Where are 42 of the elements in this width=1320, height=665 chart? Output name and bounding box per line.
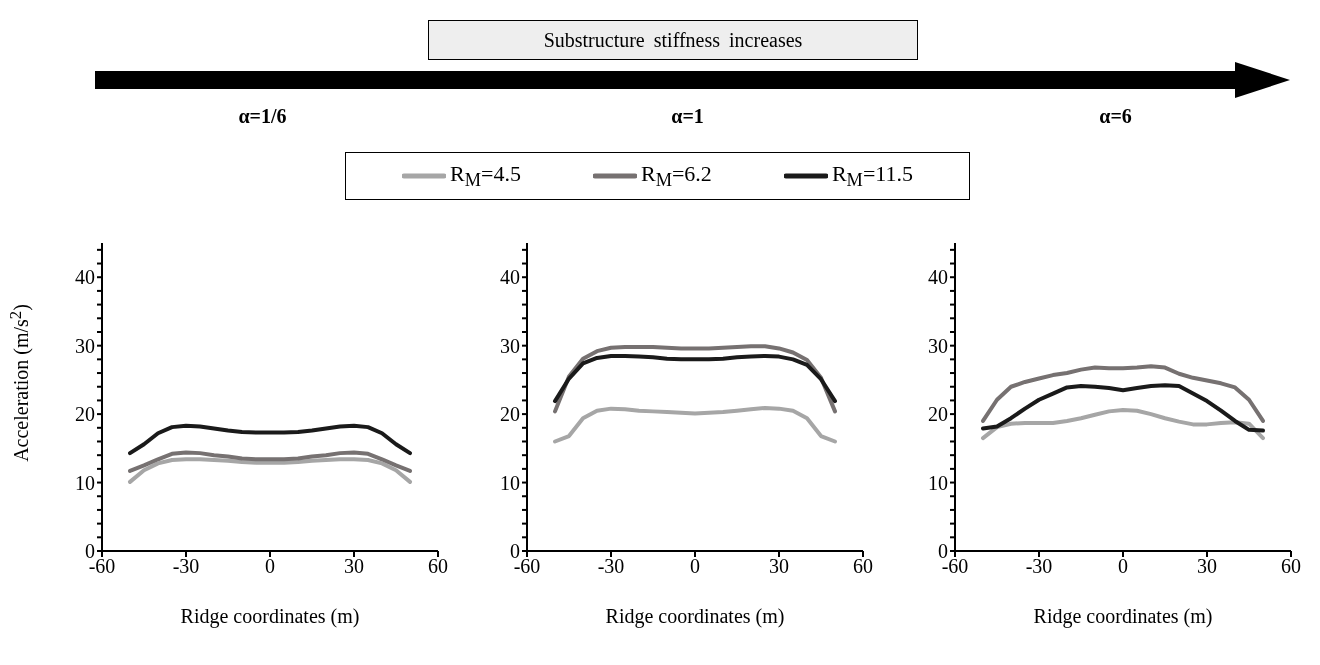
x-tick-label: -30 [597,555,625,578]
x-axis-title: Ridge coordinates (m) [180,605,360,627]
x-tick-label: 30 [1197,555,1217,578]
chart-title: α=1/6 [238,105,287,127]
chart-title: α=6 [1099,105,1132,127]
y-tick-label: 40 [500,266,520,289]
y-tick-label: 40 [928,266,948,289]
line-series [553,405,837,444]
line-series [981,408,1265,441]
x-tick-label: 0 [1118,555,1128,578]
y-tick-label: 20 [75,403,95,426]
x-tick-label: 60 [428,555,448,578]
x-tick-label: -30 [1025,555,1053,578]
x-tick-label: 60 [853,555,873,578]
line-series [128,457,412,484]
x-axis-title: Ridge coordinates (m) [605,605,785,627]
line-series [981,364,1265,423]
y-tick-label: 30 [500,334,520,357]
text: Substructure stiffness increases [543,28,803,52]
legend-label: R$_{M}$=4.5 [450,160,521,192]
legend-label: R$_{M}$=6.2 [640,160,712,192]
legend-label: R$_{M}$=11.5 [831,160,913,192]
y-tick-label: 10 [75,471,95,494]
x-axis-title: Ridge coordinates (m) [1033,605,1213,627]
x-tick-label: 0 [690,555,700,578]
chart-title: α=1 [671,105,704,127]
y-tick-label: 10 [500,471,520,494]
y-tick-label: 40 [75,266,95,289]
line-series [981,383,1265,433]
y-tick-label: 30 [75,334,95,357]
line-series [128,423,412,456]
y-tick-label: 20 [928,403,948,426]
x-tick-label: 30 [344,555,364,578]
line-series [128,450,412,473]
line-series [553,353,837,404]
y-tick-label: 30 [928,334,948,357]
x-tick-label: 0 [265,555,275,578]
x-tick-label: 60 [1281,555,1301,578]
y-tick-label: 20 [500,403,520,426]
x-tick-label: 30 [769,555,789,578]
y-tick-label: 10 [928,471,948,494]
x-tick-label: -30 [172,555,200,578]
